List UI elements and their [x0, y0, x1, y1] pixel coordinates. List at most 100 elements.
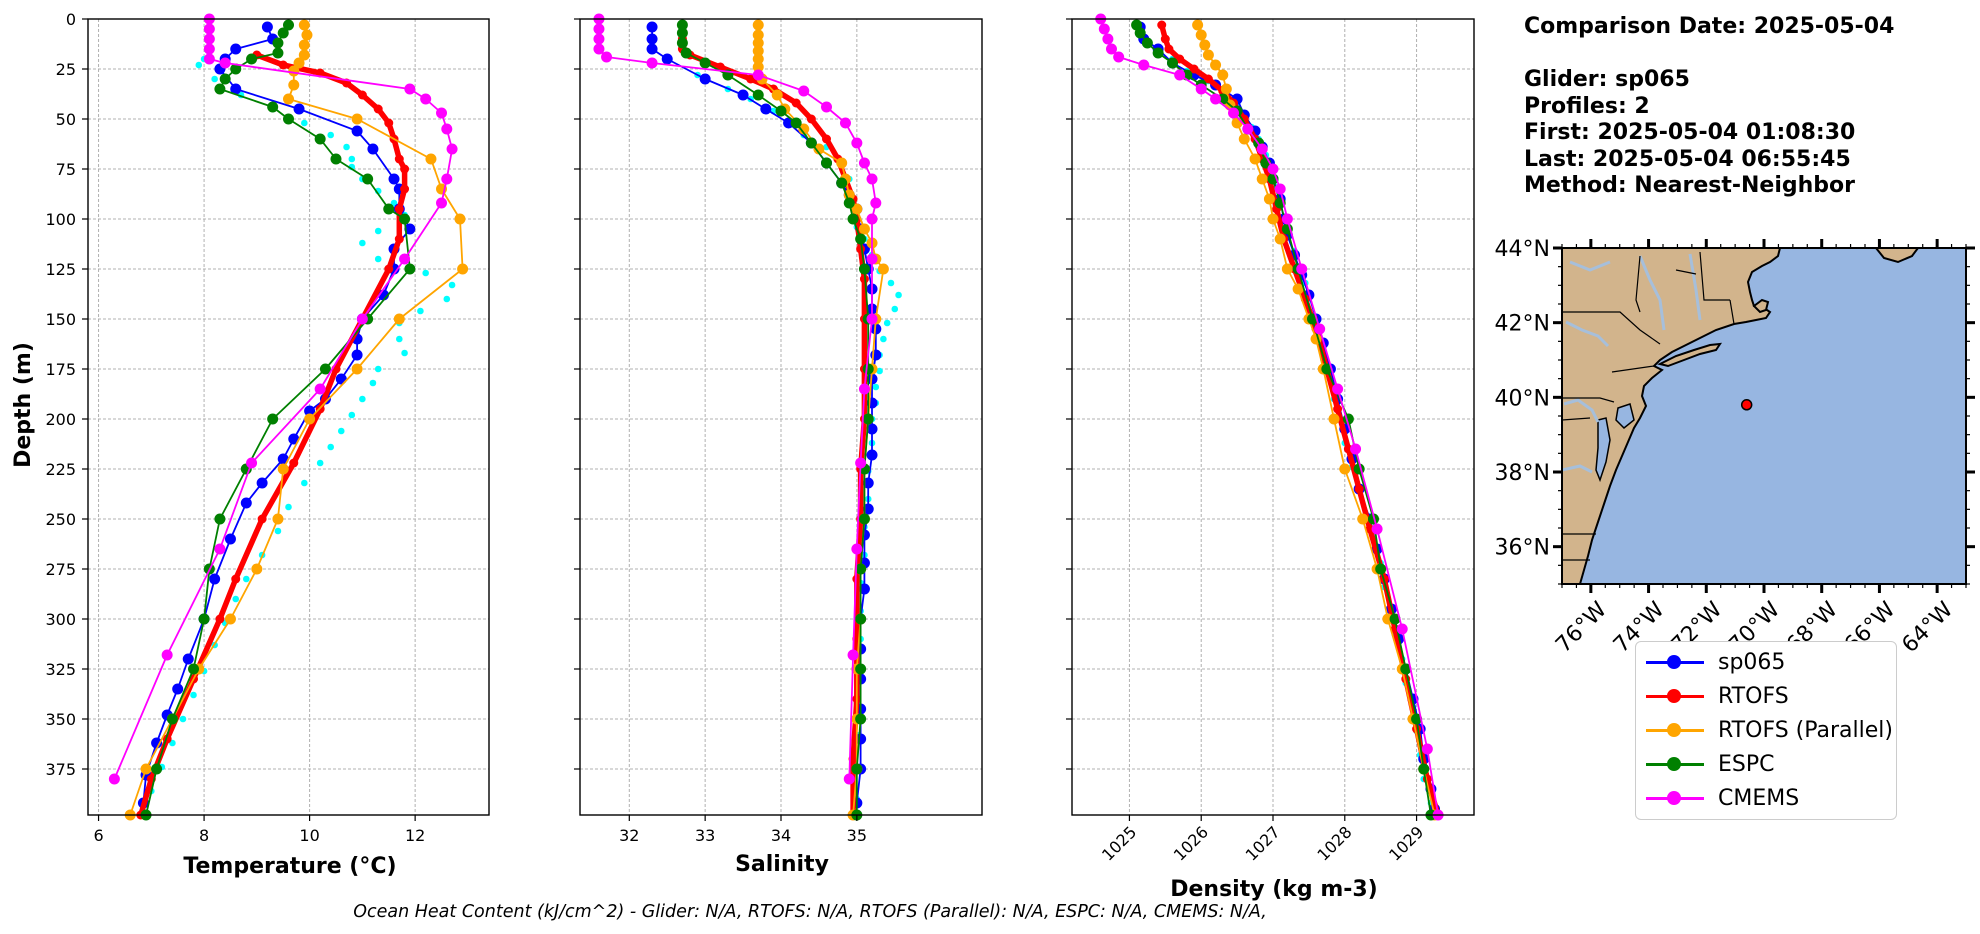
glider-raw-point: [211, 75, 218, 83]
series-point-cmems: [601, 51, 613, 63]
series-point-rtofs-parallel-: [251, 563, 263, 575]
series-point-cmems: [1098, 23, 1110, 35]
glider-raw-point: [872, 383, 880, 391]
series-point-cmems: [870, 197, 882, 209]
series-point-espc: [1375, 563, 1387, 575]
glider-name: Glider: sp065: [1524, 67, 1690, 92]
glider-raw-point: [301, 479, 308, 487]
series-point-rtofs-parallel-: [1274, 233, 1286, 245]
series-point-cmems: [821, 101, 833, 113]
series-point-rtofs: [1160, 34, 1170, 44]
y-tick-label: 100: [45, 210, 76, 229]
series-point-espc: [821, 157, 833, 169]
series-point-cmems: [593, 33, 605, 45]
x-tick-label: 1026: [1170, 822, 1212, 864]
series-point-rtofs: [373, 104, 383, 114]
map-lat-label: 36°N: [1495, 536, 1550, 561]
x-tick-label: 8: [199, 826, 209, 845]
series-point-cmems: [399, 253, 411, 265]
series-point-rtofs: [357, 90, 367, 100]
series-point-cmems: [246, 457, 258, 469]
series-point-cmems: [214, 543, 226, 555]
series-point-sp065: [172, 683, 184, 695]
series-point-cmems: [843, 773, 855, 785]
series-point-rtofs-parallel-: [425, 153, 437, 165]
series-point-sp065: [224, 533, 236, 545]
series-point-rtofs-parallel-: [140, 763, 152, 775]
glider-raw-point: [374, 365, 382, 373]
profile-count: Profiles: 2: [1524, 93, 1650, 119]
series-point-rtofs-parallel-: [1192, 19, 1204, 31]
series-point-rtofs-parallel-: [836, 157, 848, 169]
series-point-cmems: [851, 543, 863, 555]
glider-raw-point: [274, 527, 282, 535]
series-point-rtofs-parallel-: [1217, 69, 1229, 81]
series-point-espc: [283, 19, 294, 31]
series-point-sp065: [646, 21, 658, 33]
series-point-espc: [858, 263, 870, 275]
series-point-sp065: [760, 103, 772, 115]
series-point-rtofs: [822, 134, 832, 144]
glider-raw-point: [348, 155, 356, 163]
series-point-sp065: [388, 173, 400, 185]
series-point-espc: [267, 413, 279, 425]
series-point-espc: [166, 713, 178, 725]
series-point-rtofs: [400, 184, 410, 194]
series-point-cmems: [1256, 143, 1268, 155]
series-point-espc: [862, 363, 874, 375]
series-point-rtofs-parallel-: [1220, 83, 1232, 95]
glider-raw-point: [285, 503, 292, 511]
series-point-cmems: [108, 773, 120, 785]
series-point-rtofs: [278, 60, 288, 70]
series-line-espc: [1135, 24, 1432, 816]
glider-raw-point: [443, 295, 451, 303]
map-land: [1562, 248, 1782, 584]
series-point-rtofs: [384, 118, 394, 128]
series-point-cmems: [858, 383, 870, 395]
legend-marker: [1667, 689, 1681, 703]
series-point-espc: [404, 263, 416, 275]
series-point-cmems: [1138, 59, 1150, 71]
series-point-espc: [847, 213, 859, 225]
info-spacer: [1524, 41, 1894, 68]
y-tick-label: 125: [45, 260, 76, 279]
legend-item-rtofs-parallel: RTOFS (Parallel): [1636, 714, 1896, 748]
glider-raw-point: [876, 367, 883, 375]
series-point-rtofs-parallel-: [1292, 283, 1304, 295]
series-point-rtofs-parallel-: [1256, 173, 1268, 185]
series-point-rtofs-parallel-: [301, 29, 313, 41]
glider-raw-point: [179, 715, 187, 723]
glider-raw-point: [337, 427, 345, 435]
series-point-cmems: [1113, 51, 1125, 63]
x-tick-label: 12: [405, 826, 425, 845]
series-point-espc: [855, 713, 867, 725]
series-point-cmems: [1332, 383, 1344, 395]
series-point-espc: [1141, 37, 1153, 49]
series-point-rtofs-parallel-: [351, 113, 363, 125]
glider-raw-point: [374, 227, 382, 235]
series-point-espc: [246, 53, 258, 65]
legend-label: sp065: [1718, 650, 1786, 675]
series-point-sp065: [404, 223, 416, 235]
glider-raw-point: [359, 395, 366, 403]
glider-raw-point: [448, 281, 456, 289]
first-time: First: 2025-05-04 01:08:30: [1524, 120, 1856, 145]
glider-raw-point: [895, 291, 902, 299]
glider-raw-point: [887, 279, 895, 287]
series-point-rtofs-parallel-: [293, 57, 305, 69]
series-point-rtofs-parallel-: [771, 89, 783, 101]
glider-raw-point: [316, 459, 324, 467]
series-point-espc: [676, 19, 688, 31]
series-point-rtofs-parallel-: [298, 49, 310, 61]
legend-label: CMEMS: [1718, 786, 1800, 811]
series-point-cmems: [798, 85, 810, 97]
legend-label: RTOFS: [1718, 684, 1789, 709]
y-tick-label: 325: [45, 660, 76, 679]
series-point-espc: [1321, 363, 1333, 375]
series-point-rtofs-parallel-: [1267, 213, 1279, 225]
series-point-espc: [1134, 27, 1146, 39]
map-lon-label: 76°W: [1551, 597, 1612, 658]
series-line-cmems: [113, 19, 453, 780]
series-point-cmems: [203, 33, 215, 45]
series-point-cmems: [203, 43, 215, 55]
